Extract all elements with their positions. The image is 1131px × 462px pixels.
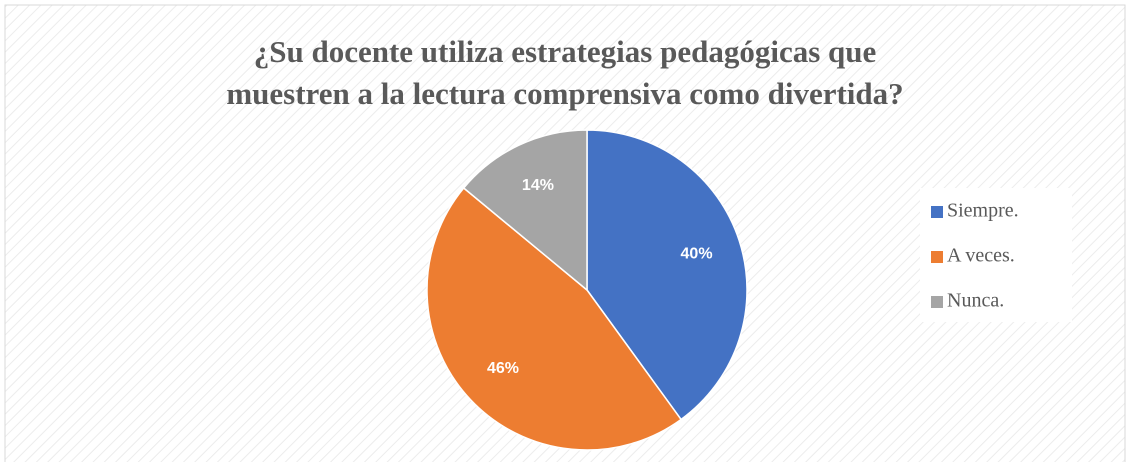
legend-swatch — [931, 206, 943, 218]
chart-title: muestren a la lectura comprensiva como d… — [226, 76, 903, 111]
data-label: 46% — [487, 360, 519, 377]
legend-label: Nunca. — [947, 290, 1004, 312]
data-label: 14% — [522, 177, 554, 194]
pie-slice — [586, 129, 748, 421]
legend-label: Siempre. — [947, 200, 1019, 222]
legend — [920, 188, 1072, 322]
pie-slice — [462, 129, 588, 292]
chart-title: ¿Su docente utiliza estrategias pedagógi… — [254, 34, 877, 69]
pie-slice — [426, 186, 683, 451]
legend-swatch — [931, 251, 943, 263]
legend-swatch — [931, 296, 943, 308]
data-label: 40% — [681, 246, 713, 263]
legend-label: A veces. — [947, 245, 1015, 267]
